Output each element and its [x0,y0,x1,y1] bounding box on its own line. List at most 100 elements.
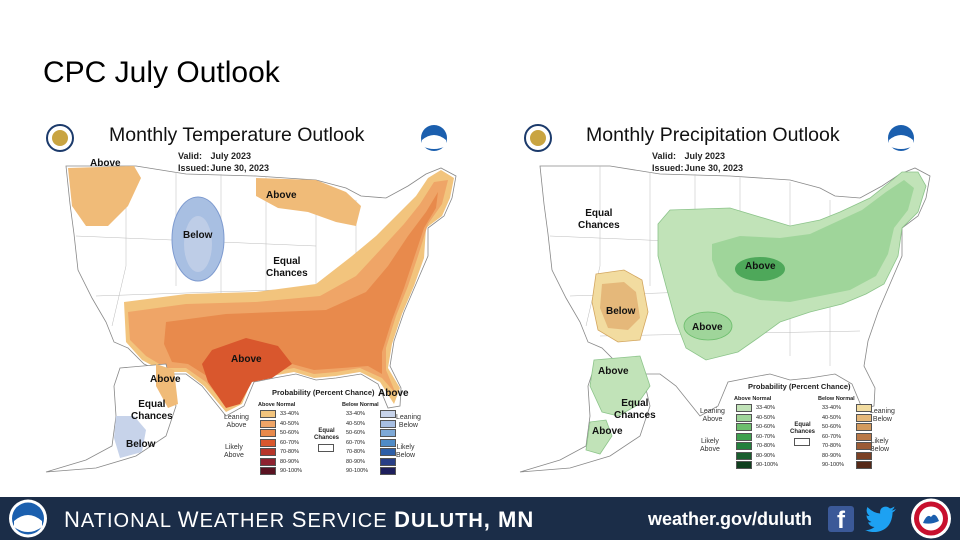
precipitation-map-title: Monthly Precipitation Outlook [586,124,840,146]
legend-swatch-row: 33-40% [818,404,872,412]
legend-swatch [260,467,276,475]
legend-equal-swatch [794,438,810,446]
legend-range-label: 50-60% [822,424,841,430]
precipitation-map-meta: Valid: July 2023 Issued: June 30, 2023 [652,151,744,173]
legend-range-label: 60-70% [756,433,775,440]
precipitation-outlook-map: Monthly Precipitation Outlook Valid: Jul… [490,116,960,486]
legend-swatch-row: 90-100% [342,467,396,475]
legend-equal-swatch [318,444,334,452]
legend-range-label: 70-80% [822,443,841,449]
label-equal-chances-alaska: Equal Chances [614,398,656,421]
temperature-outlook-map: Monthly Temperature Outlook Valid: July … [16,116,486,486]
legend-swatch [736,423,752,431]
legend-swatch [856,461,872,469]
label-equal-chances-alaska: Equal Chances [131,399,173,422]
legend-range-label: 33-40% [822,405,841,411]
legend-col-above: Above Normal [734,396,772,402]
legend-range-label: 50-60% [756,424,775,430]
legend-range-label: 33-40% [280,411,299,417]
above-great-lakes-area [256,178,361,226]
legend-range-label: 40-50% [822,414,841,421]
legend-swatch-row: 40-50% [260,419,314,428]
legend-leaning-below: Leaning Below [870,408,895,423]
legend-swatch [380,419,396,428]
legend-swatch-row: 80-90% [260,457,314,466]
label-below-southwest: Below [606,306,636,317]
legend-likely-above: Likely Above [700,438,720,453]
legend-range-label: 70-80% [346,449,365,455]
legend-swatch [736,432,752,441]
precipitation-legend: Probability (Percent Chance) Above Norma… [700,382,900,478]
legend-swatch-row: 40-50% [342,419,396,428]
legend-swatch [260,419,276,428]
legend-swatch-row: 33-40% [342,410,396,418]
above-alaska-area [589,355,651,417]
legend-swatch-row: 60-70% [818,432,872,441]
twitter-icon[interactable] [865,506,897,532]
legend-range-label: 90-100% [756,462,779,468]
legend-swatch-row: 70-80% [736,442,790,450]
legend-likely-below: Likely Below [396,444,416,459]
legend-swatch [736,461,752,469]
label-above-south-plains: Above [692,322,723,333]
legend-col-below: Below Normal [342,402,379,408]
legend-swatch [380,438,396,447]
legend-swatch [856,413,872,422]
legend-range-label: 70-80% [756,443,775,449]
legend-swatch-row: 40-50% [736,413,790,422]
legend-swatch-row: 33-40% [260,410,314,418]
legend-swatch-row: 40-50% [818,413,872,422]
legend-range-label: 80-90% [756,452,775,459]
legend-swatch [260,457,276,466]
footer-website-link[interactable]: weather.gov/duluth [648,509,813,529]
legend-leaning-above: Leaning Above [700,408,725,423]
legend-leaning-above: Leaning Above [224,414,249,429]
label-above-great-lakes: Above [266,190,297,201]
legend-swatch-row: 90-100% [260,467,314,475]
legend-swatch [260,448,276,456]
label-below-plains: Below [183,230,213,241]
legend-range-label: 33-40% [756,405,775,411]
legend-swatch [260,438,276,447]
above-alaska-area [156,364,178,408]
legend-swatch-row: 50-60% [818,423,872,431]
legend-swatch-row: 60-70% [736,432,790,441]
label-above-northwest: Above [90,158,121,169]
legend-range-label: 40-50% [280,420,299,427]
legend-col-below: Below Normal [818,396,855,402]
above-alaska-south-area [585,419,613,455]
legend-swatch-row: 60-70% [260,438,314,447]
nws-logo-icon [911,498,951,539]
legend-swatch-row: 50-60% [736,423,790,431]
above-texas-area [202,338,292,408]
legend-swatch-row: 80-90% [342,457,396,466]
legend-swatch-row: 33-40% [736,404,790,412]
below-alaska-area [114,416,146,458]
legend-range-label: 90-100% [280,468,303,474]
legend-leaning-below: Leaning Below [396,414,421,429]
legend-equal-chances: Equal Chances [314,428,340,441]
label-above-alaska-south: Above [592,426,623,437]
temperature-map-meta: Valid: July 2023 Issued: June 30, 2023 [178,151,270,173]
legend-swatch-row: 80-90% [736,451,790,460]
temperature-legend: Probability (Percent Chance) Above Norma… [224,388,424,484]
legend-likely-below: Likely Below [870,438,890,453]
label-above-texas: Above [231,354,262,365]
legend-swatch-row: 70-80% [260,448,314,456]
label-below-alaska: Below [126,439,156,450]
legend-swatch [380,410,396,418]
legend-equal-chances: Equal Chances [790,422,816,435]
legend-swatch [260,429,276,437]
legend-swatch [380,467,396,475]
label-above-midwest: Above [745,261,776,272]
legend-range-label: 60-70% [280,439,299,446]
slide-title: CPC July Outlook [43,56,280,89]
legend-title: Probability (Percent Chance) [748,382,851,391]
legend-swatch-row: 70-80% [818,442,872,450]
legend-swatch [736,404,752,412]
legend-range-label: 60-70% [346,439,365,446]
label-above-alaska: Above [150,374,181,385]
facebook-icon[interactable]: f [828,506,854,532]
legend-range-label: 50-60% [346,430,365,436]
legend-swatch [856,451,872,460]
